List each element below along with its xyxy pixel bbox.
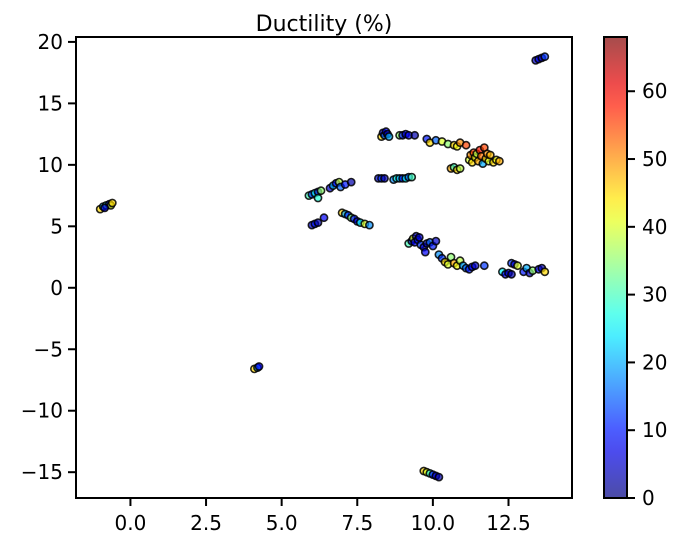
data-point [434, 472, 444, 482]
data-point [470, 261, 480, 271]
y-tick-label: −15 [21, 460, 63, 484]
data-point [455, 164, 465, 173]
data-point [540, 52, 550, 62]
data-point [485, 150, 495, 160]
y-axis: −15 −10 −5 0 5 10 15 20 [21, 30, 76, 484]
y-tick-label: 20 [38, 30, 63, 54]
colorbar-tick-label: 0 [642, 486, 655, 510]
data-point [254, 362, 264, 371]
data-point [410, 130, 420, 140]
data-point [420, 247, 430, 257]
x-tick-label: 2.5 [190, 511, 222, 535]
data-point [313, 193, 323, 203]
x-tick-label: 10.0 [411, 511, 456, 535]
data-point [364, 220, 374, 230]
colorbar-tick-label: 60 [642, 79, 667, 103]
data-point [107, 198, 117, 208]
plot-area [95, 52, 550, 482]
data-point [540, 267, 550, 277]
data-point [414, 232, 424, 242]
data-point [461, 140, 471, 150]
colorbar-tick-label: 50 [642, 147, 667, 171]
data-point [494, 156, 504, 166]
x-tick-label: 12.5 [486, 511, 531, 535]
data-point [507, 269, 516, 279]
data-point [313, 218, 323, 227]
data-point [407, 172, 417, 182]
y-tick-label: 10 [38, 153, 63, 177]
x-tick-label: 7.5 [341, 511, 373, 535]
x-tick-label: 5.0 [266, 511, 298, 535]
y-tick-label: −10 [21, 399, 63, 423]
colorbar-tick-label: 20 [642, 350, 667, 374]
x-tick-label: 0.0 [115, 511, 147, 535]
data-point [346, 177, 356, 187]
colorbar-tick-label: 10 [642, 418, 667, 442]
colorbar-tick-label: 40 [642, 215, 667, 239]
y-tick-label: 5 [50, 214, 63, 238]
data-point [431, 236, 441, 246]
data-point [380, 173, 389, 183]
data-point [100, 203, 110, 213]
x-axis: 0.0 2.5 5.0 7.5 10.0 12.5 [115, 498, 531, 535]
colorbar-frame [603, 36, 628, 499]
colorbar: 0 10 20 30 40 50 60 [603, 36, 667, 510]
data-point [316, 186, 326, 196]
y-tick-label: 15 [38, 91, 63, 115]
data-point [384, 132, 394, 141]
chart-title: Ductility (%) [256, 12, 393, 37]
data-point [319, 213, 329, 223]
colorbar-gradient [604, 37, 627, 498]
y-tick-label: −5 [34, 337, 63, 361]
data-point [479, 261, 489, 271]
plot-frame [75, 36, 573, 499]
data-point [513, 261, 522, 271]
colorbar-tick-label: 30 [642, 283, 667, 307]
y-tick-label: 0 [50, 276, 63, 300]
